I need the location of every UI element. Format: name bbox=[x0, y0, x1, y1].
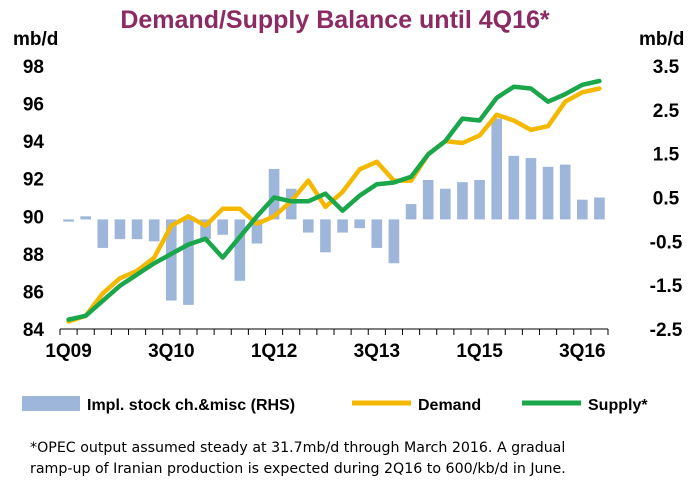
left-axis-ticks: 84 86 88 90 92 94 96 98 bbox=[23, 57, 45, 341]
stock-change-bar bbox=[183, 219, 194, 305]
x-tick-label: 1Q15 bbox=[456, 341, 503, 362]
x-tick-label: 3Q16 bbox=[559, 341, 605, 362]
legend-swatch-stock bbox=[22, 396, 80, 411]
x-tick-label: 1Q12 bbox=[251, 341, 297, 362]
stock-change-bar bbox=[114, 219, 126, 240]
stock-change-bar bbox=[80, 216, 91, 220]
left-tick-label: 98 bbox=[23, 57, 44, 78]
right-tick-label: 3.5 bbox=[653, 57, 680, 78]
left-tick-label: 86 bbox=[23, 282, 44, 303]
stock-change-bar bbox=[422, 179, 434, 220]
right-tick-label: 1.5 bbox=[653, 145, 680, 166]
supply-line bbox=[66, 78, 602, 322]
stock-change-bar bbox=[217, 219, 228, 235]
stock-change-bar bbox=[405, 204, 417, 220]
left-tick-label: 96 bbox=[23, 95, 44, 116]
stock-change-bar bbox=[491, 118, 502, 220]
stock-change-bar bbox=[594, 197, 605, 220]
right-axis-ticks: -2.5 -1.5 -0.5 0.5 1.5 2.5 3.5 bbox=[650, 57, 683, 341]
legend-label-stock: Impl. stock ch.&misc (RHS) bbox=[87, 397, 295, 414]
stock-change-bars bbox=[63, 118, 605, 305]
right-axis-unit: mb/d bbox=[639, 29, 684, 50]
right-tick-label: -0.5 bbox=[650, 232, 683, 253]
legend-label-supply: Supply* bbox=[588, 397, 648, 414]
stock-change-bar bbox=[148, 219, 160, 242]
footnote-line-1: *OPEC output assumed steady at 31.7mb/d … bbox=[30, 440, 566, 456]
stock-change-bar bbox=[577, 199, 588, 220]
left-tick-label: 94 bbox=[23, 132, 45, 153]
stock-change-bar bbox=[337, 219, 348, 233]
left-tick-label: 90 bbox=[23, 207, 44, 228]
stock-change-bar bbox=[268, 169, 280, 220]
stock-change-bar bbox=[474, 179, 485, 220]
left-tick-label: 84 bbox=[23, 320, 45, 341]
footnote-line-2: ramp-up of Iranian production is expecte… bbox=[30, 461, 566, 477]
stock-change-bar bbox=[200, 219, 211, 240]
stock-change-bar bbox=[559, 164, 571, 220]
x-tick-label: 1Q09 bbox=[45, 341, 91, 362]
stock-change-bar bbox=[63, 219, 74, 222]
x-axis-ticks bbox=[59, 329, 609, 335]
stock-change-bar bbox=[166, 219, 177, 301]
stock-change-bar bbox=[234, 219, 246, 281]
stock-change-bar bbox=[440, 188, 451, 220]
stock-change-bar bbox=[97, 219, 109, 248]
x-tick-label: 3Q10 bbox=[148, 341, 194, 362]
right-tick-label: 2.5 bbox=[653, 101, 680, 122]
stock-change-bar bbox=[542, 166, 554, 220]
chart: Demand/Supply Balance until 4Q16* mb/d m… bbox=[13, 6, 684, 414]
stock-change-bar bbox=[251, 219, 263, 244]
chart-title: Demand/Supply Balance until 4Q16* bbox=[120, 6, 550, 34]
stock-change-bar bbox=[457, 182, 468, 220]
stock-change-bar bbox=[508, 155, 520, 220]
x-tick-label: 3Q13 bbox=[354, 341, 400, 362]
stock-change-bar bbox=[320, 219, 331, 253]
legend-label-demand: Demand bbox=[418, 397, 481, 414]
right-tick-label: 0.5 bbox=[653, 189, 680, 210]
right-tick-label: -2.5 bbox=[650, 320, 683, 341]
stock-change-bar bbox=[354, 219, 365, 229]
stock-change-bar bbox=[388, 219, 400, 264]
legend: Impl. stock ch.&misc (RHS) Demand Supply… bbox=[22, 396, 648, 414]
left-axis-unit: mb/d bbox=[13, 29, 58, 50]
left-tick-label: 92 bbox=[23, 170, 44, 191]
x-axis-labels: 1Q09 3Q10 1Q12 3Q13 1Q15 3Q16 bbox=[45, 341, 605, 362]
stock-change-bar bbox=[131, 219, 143, 240]
stock-change-bar bbox=[525, 158, 537, 220]
footnote: *OPEC output assumed steady at 31.7mb/d … bbox=[30, 438, 690, 480]
left-tick-label: 88 bbox=[23, 245, 44, 266]
right-tick-label: -1.5 bbox=[650, 276, 683, 297]
stock-change-bar bbox=[371, 219, 383, 248]
stock-change-bar bbox=[303, 219, 314, 233]
